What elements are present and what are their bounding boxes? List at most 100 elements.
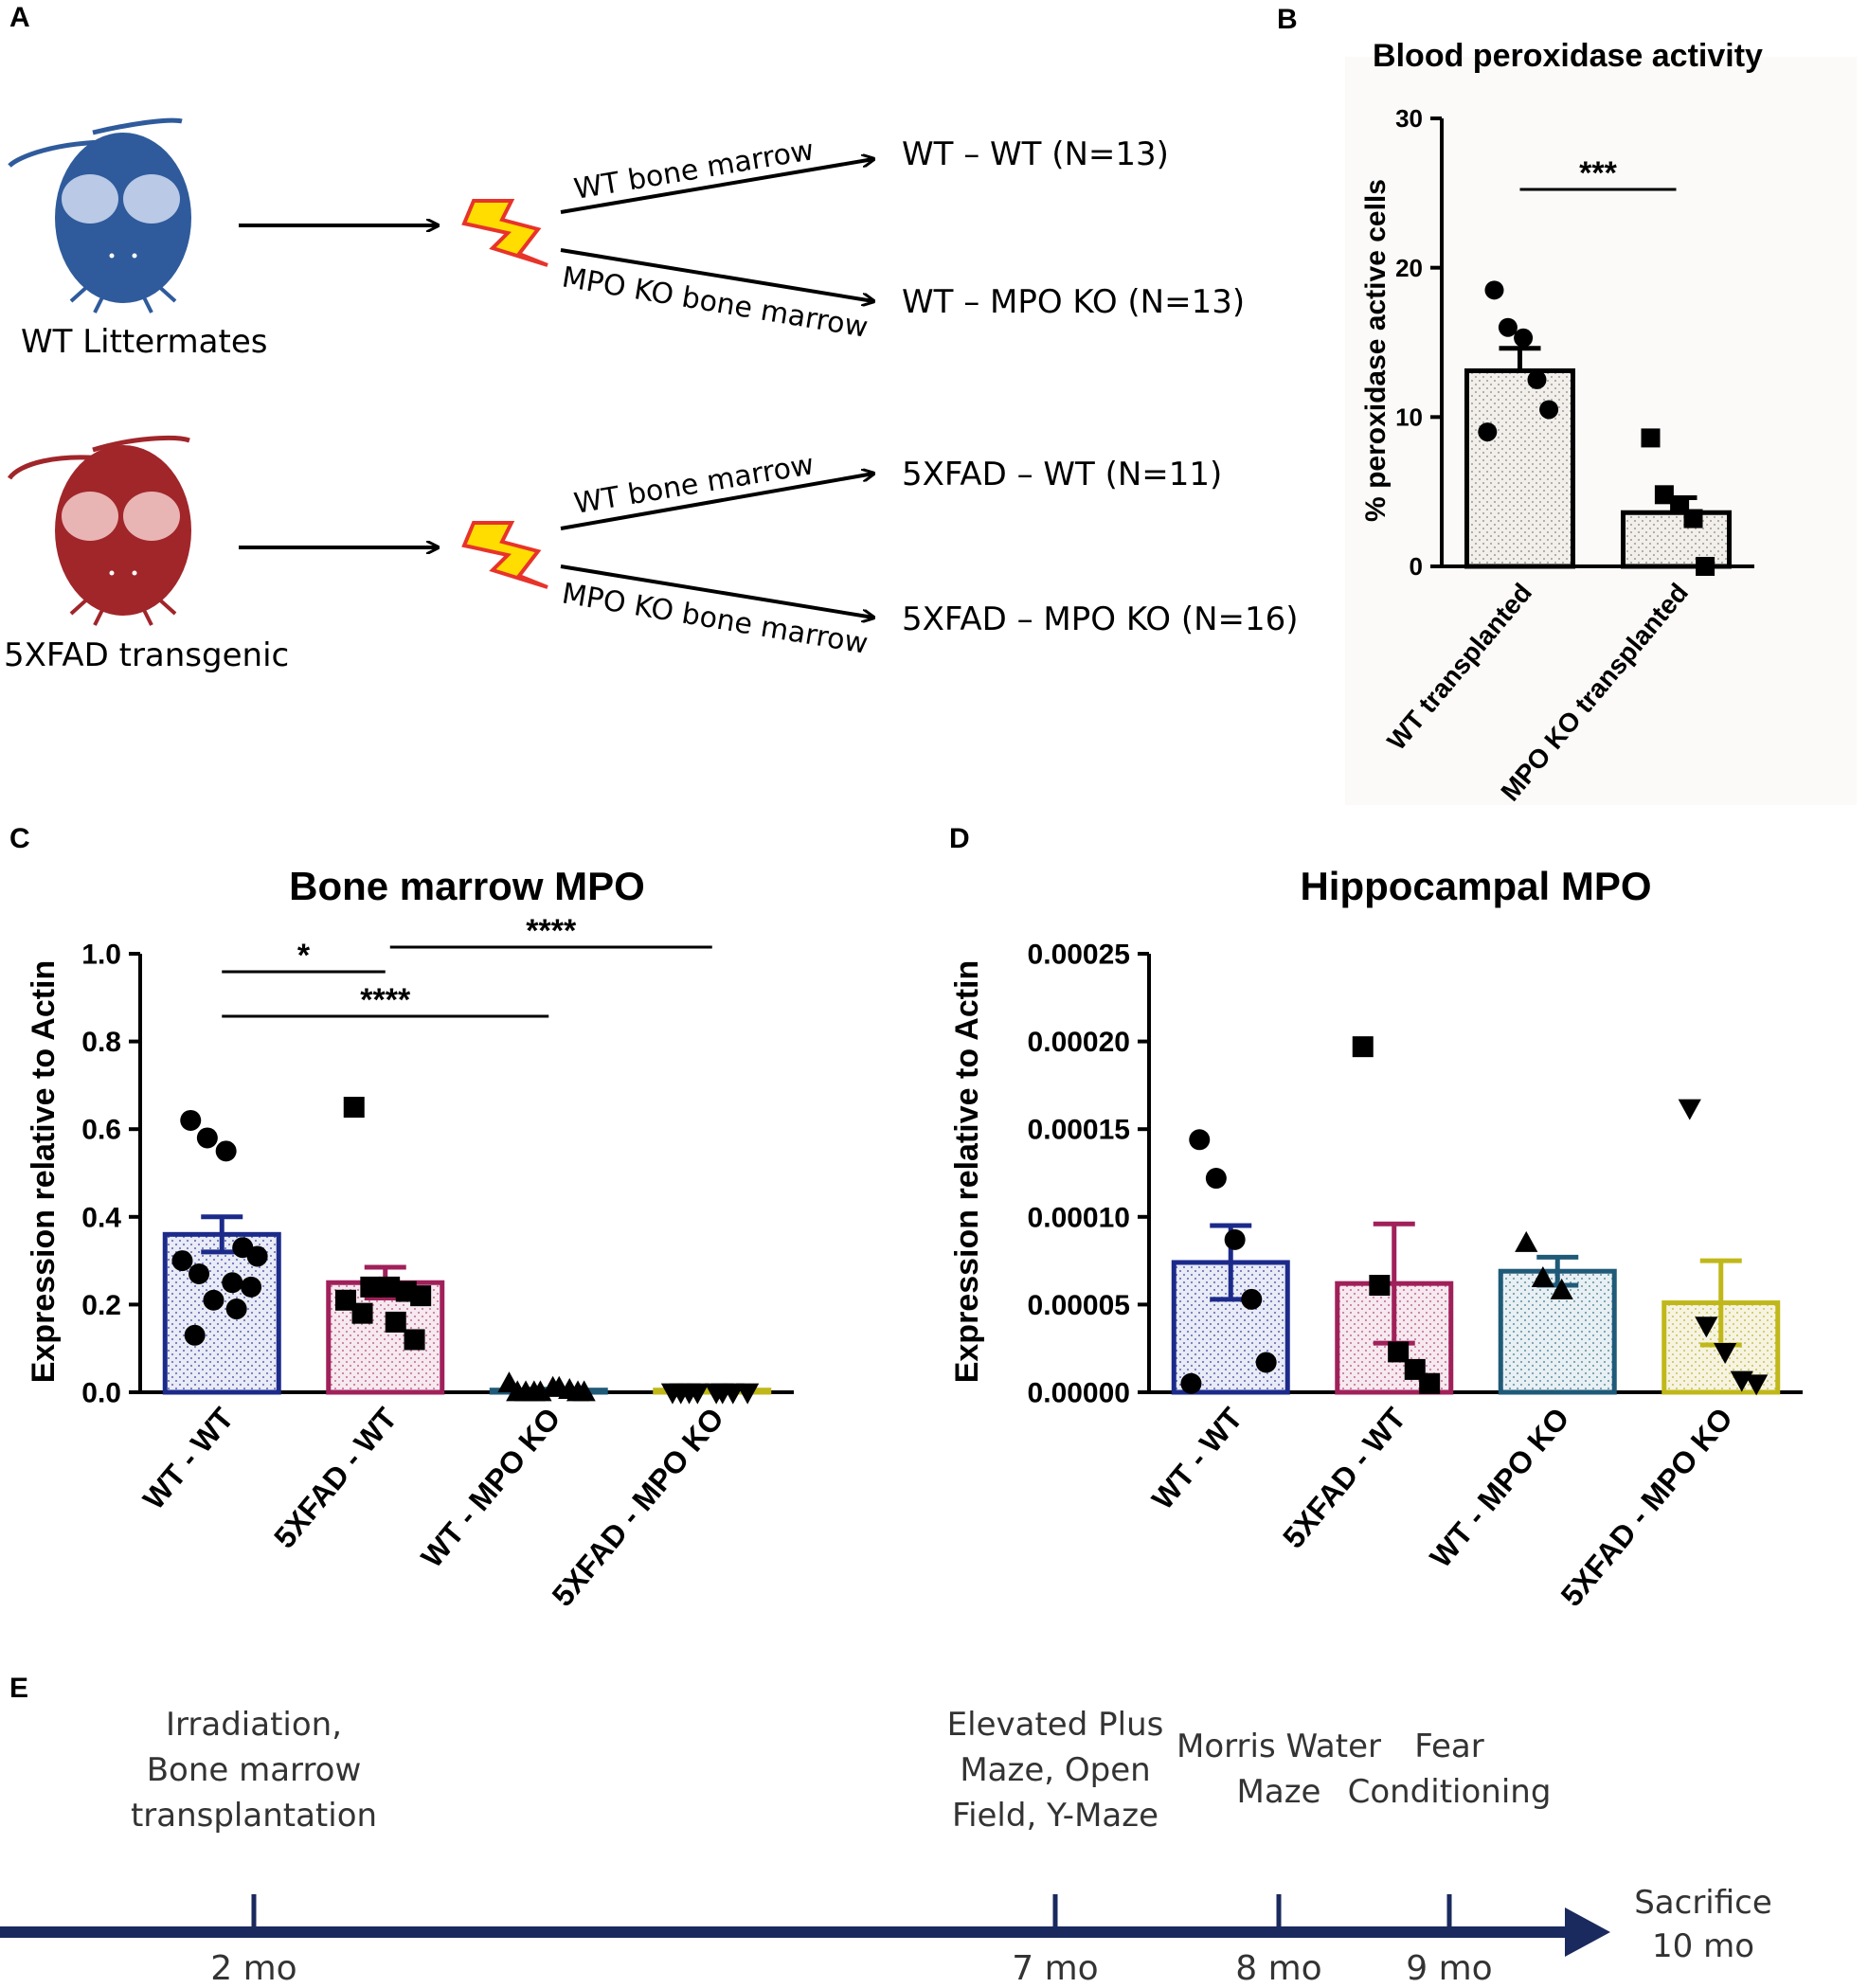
timeline-event-label: Field, Y-Maze [952, 1797, 1159, 1835]
y-tick-label: 0.2 [81, 1290, 121, 1321]
y-tick-label: 0.00015 [1028, 1115, 1130, 1146]
chart-c-ylabel: Expression relative to Actin [26, 960, 62, 1384]
data-point [222, 1272, 243, 1294]
timeline-time-label: 2 mo [210, 1949, 296, 1988]
data-point [189, 1263, 210, 1284]
data-point [1205, 1168, 1227, 1190]
wt-mouse-label: WT Littermates [21, 323, 267, 361]
data-point [677, 1383, 701, 1405]
data-point [203, 1289, 225, 1311]
group-label-wt-mpo: WT – MPO KO (N=13) [902, 283, 1245, 321]
panel-b-background [1345, 57, 1857, 805]
timeline-time-label: 9 mo [1406, 1949, 1492, 1988]
y-tick-label: 30 [1395, 104, 1423, 133]
wt-mouse-icon [8, 117, 191, 313]
x-tick-label: 5XFAD - WT [1276, 1401, 1412, 1554]
sacrifice-label: Sacrifice [1634, 1884, 1772, 1922]
data-point [513, 1380, 538, 1402]
data-point [1478, 422, 1498, 442]
data-point [404, 1329, 425, 1351]
data-point [171, 1250, 193, 1272]
timeline-time-label: 7 mo [1012, 1949, 1098, 1988]
x-tick-label: WT - WT [1145, 1401, 1249, 1515]
panel-c-chart: C Bone marrow MPO Expression relative to… [9, 823, 794, 1613]
wt-bone-marrow-label-1: WT bone marrow [572, 134, 817, 206]
data-point [180, 1109, 202, 1131]
data-point [1498, 317, 1518, 337]
y-tick-label: 0.0 [81, 1378, 121, 1409]
x-tick-label: 5XFAD - MPO KO [546, 1401, 731, 1612]
data-point [1189, 1129, 1211, 1151]
data-point [566, 1380, 590, 1402]
tg-mouse-icon [7, 436, 191, 626]
chart-d-ylabel: Expression relative to Actin [949, 960, 985, 1384]
data-point [1514, 328, 1534, 348]
y-tick-label: 0.00005 [1028, 1290, 1130, 1321]
chart-b-ylabel: % peroxidase active cells [1360, 179, 1392, 522]
data-point [343, 1097, 365, 1119]
data-point [710, 1383, 734, 1405]
data-point [1255, 1352, 1277, 1373]
x-tick-label: WT - MPO KO [1423, 1401, 1575, 1573]
data-point [184, 1324, 206, 1346]
chart-b-title: Blood peroxidase activity [1373, 38, 1763, 74]
data-point [1388, 1341, 1410, 1363]
chart-d-plot: 0.00000 0.00005 0.00010 0.00015 0.00020 0.000… [1028, 940, 1803, 1613]
y-tick-label: 0.00000 [1028, 1378, 1130, 1409]
timeline-event-label: Morris Water [1176, 1728, 1381, 1765]
chart-d-title: Hippocampal MPO [1300, 864, 1651, 908]
data-point [548, 1375, 571, 1397]
y-tick-label: 0.6 [81, 1115, 121, 1146]
panel-letter-d: D [949, 823, 970, 854]
data-point [529, 1380, 552, 1402]
significance-label: **** [526, 913, 577, 949]
panel-letter-c: C [9, 823, 30, 854]
timeline-event-label: transplantation [131, 1797, 377, 1835]
data-point [351, 1302, 373, 1324]
y-tick-label: 0.00010 [1028, 1202, 1130, 1233]
y-tick-label: 0 [1410, 552, 1423, 581]
y-tick-label: 0.00025 [1028, 940, 1130, 971]
group-label-tg-mpo: 5XFAD – MPO KO (N=16) [902, 600, 1299, 638]
x-tick-label: WT - MPO KO [414, 1401, 566, 1573]
y-tick-label: 10 [1395, 403, 1423, 431]
data-point [1654, 485, 1674, 505]
data-point [1695, 1316, 1718, 1338]
data-point [385, 1311, 406, 1333]
tg-mouse-label: 5XFAD transgenic [4, 636, 289, 674]
group-label-wt-wt: WT – WT (N=13) [902, 135, 1169, 173]
timeline-event-label: Elevated Plus [947, 1706, 1164, 1744]
data-point [1180, 1372, 1202, 1394]
bar [1464, 367, 1575, 569]
significance-label: *** [1579, 155, 1617, 191]
y-tick-label: 0.4 [81, 1202, 121, 1233]
data-point [1515, 1230, 1538, 1252]
panel-a-schematic: A WT Littermates 5XFAD transgenic [4, 2, 1299, 674]
chart-c-title: Bone marrow MPO [289, 864, 645, 908]
data-point [1714, 1343, 1737, 1365]
branch-arrow-wt-wt [560, 159, 873, 214]
data-point [241, 1276, 262, 1298]
chart-c-plot: 0.0 0.2 0.4 0.6 0.8 1.0 WT - WT 5XFAD - WT WT - … [81, 913, 794, 1613]
branch-arrow-wt-mpo [560, 248, 873, 301]
branch-arrow-tg-wt [560, 474, 873, 530]
data-point [379, 1276, 401, 1298]
timeline-time-label: 8 mo [1235, 1949, 1321, 1988]
panel-letter-e: E [9, 1673, 28, 1704]
x-tick-label: 5XFAD - MPO KO [1554, 1401, 1740, 1612]
data-point [1241, 1288, 1263, 1310]
data-point [246, 1245, 268, 1267]
data-point [1419, 1372, 1441, 1394]
data-point [215, 1140, 237, 1162]
timeline-event-label: Conditioning [1348, 1773, 1552, 1811]
lightning-icon-tg [461, 521, 548, 589]
data-point [225, 1298, 247, 1320]
data-point [196, 1127, 218, 1149]
data-point [1352, 1036, 1374, 1058]
timeline-event-label: Fear [1414, 1728, 1483, 1765]
group-label-tg-wt: 5XFAD – WT (N=11) [902, 456, 1222, 493]
data-point [1683, 509, 1703, 528]
panel-b-chart: B Blood peroxidase activity % peroxidase… [1277, 4, 1857, 807]
x-tick-label: WT - WT [136, 1401, 241, 1515]
timeline-event-label: Maze, Open [960, 1751, 1150, 1789]
